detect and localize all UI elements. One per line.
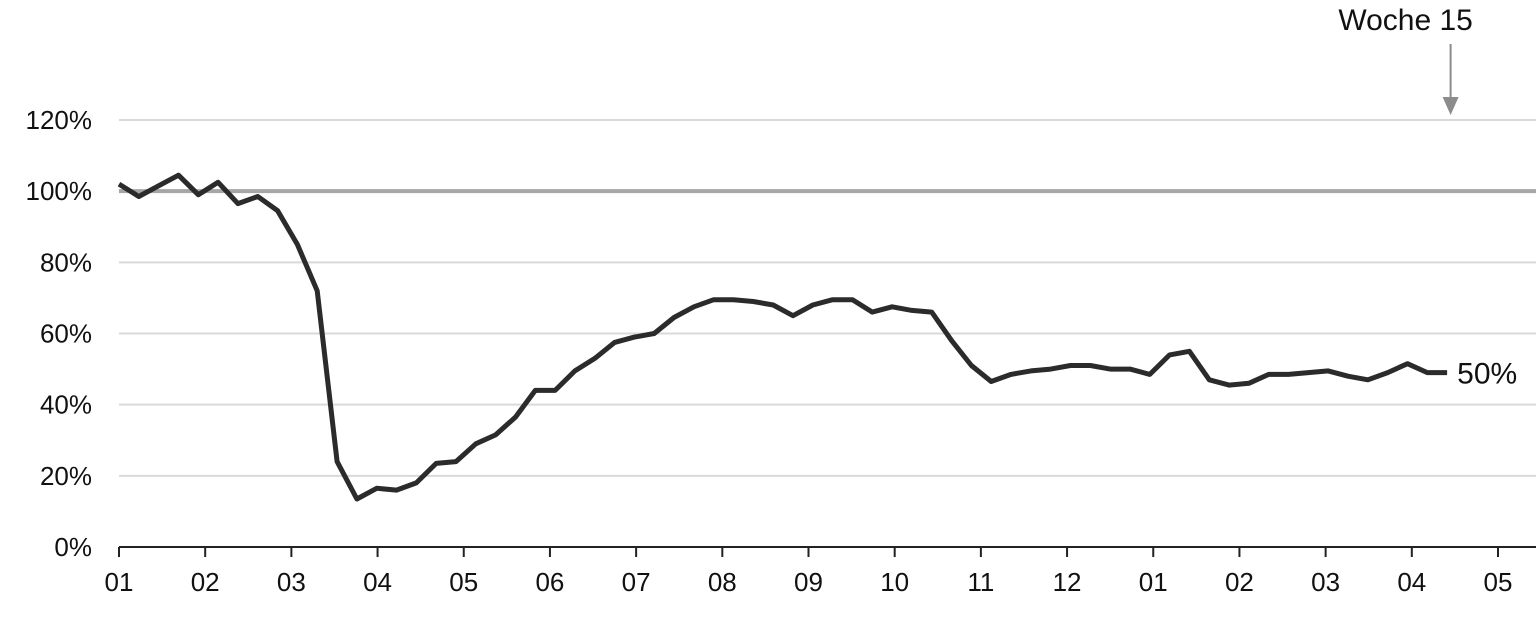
annotation: Woche 15 (1338, 4, 1473, 115)
x-tick-label: 03 (1311, 567, 1340, 597)
x-tick-label: 05 (1484, 567, 1513, 597)
x-tick-label: 06 (535, 567, 564, 597)
x-axis (118, 546, 1536, 557)
x-tick-label: 10 (880, 567, 909, 597)
x-tick-label: 07 (622, 567, 651, 597)
y-tick-label: 120% (26, 105, 93, 135)
x-tick-label: 12 (1053, 567, 1082, 597)
x-tick-label: 04 (1397, 567, 1426, 597)
x-tick-label: 04 (363, 567, 392, 597)
y-tick-label: 20% (40, 461, 92, 491)
y-tick-label: 0% (54, 532, 92, 562)
x-tick-label: 02 (191, 567, 220, 597)
x-tick-label: 01 (1139, 567, 1168, 597)
end-value-label: 50% (1457, 358, 1517, 391)
y-tick-label: 100% (26, 176, 93, 206)
annotation-arrow-icon (1442, 97, 1459, 115)
y-axis-tick-labels: 0% 20% 40% 60% 80% 100% 120% (26, 105, 93, 562)
x-tick-label: 09 (794, 567, 823, 597)
series-line (117, 172, 1448, 502)
x-tick-label: 08 (708, 567, 737, 597)
x-tick-label: 01 (105, 567, 134, 597)
x-tick-label: 03 (277, 567, 306, 597)
y-tick-label: 40% (40, 390, 92, 420)
grid-lines (119, 119, 1536, 477)
x-axis-tick-labels: 01 02 03 04 05 06 07 08 09 10 11 12 01 02 03 04 05 (105, 567, 1513, 597)
x-tick-label: 11 (967, 567, 994, 597)
y-tick-label: 60% (40, 319, 92, 349)
annotation-label: Woche 15 (1338, 4, 1473, 37)
x-tick-label: 02 (1225, 567, 1254, 597)
y-tick-label: 80% (40, 247, 92, 277)
x-tick-label: 05 (449, 567, 478, 597)
